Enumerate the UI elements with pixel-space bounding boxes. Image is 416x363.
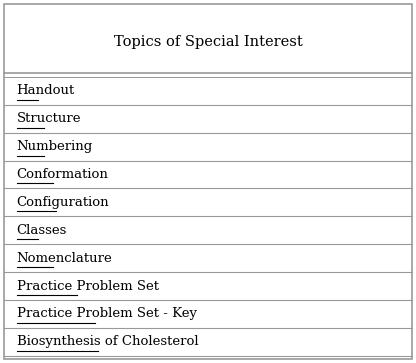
Text: Practice Problem Set: Practice Problem Set [17, 280, 158, 293]
Text: Structure: Structure [17, 112, 81, 125]
Text: Numbering: Numbering [17, 140, 93, 153]
Text: Configuration: Configuration [17, 196, 109, 209]
Text: Biosynthesis of Cholesterol: Biosynthesis of Cholesterol [17, 335, 198, 348]
Text: Classes: Classes [17, 224, 67, 237]
Text: Practice Problem Set - Key: Practice Problem Set - Key [17, 307, 197, 321]
Text: Handout: Handout [17, 84, 75, 97]
Text: Topics of Special Interest: Topics of Special Interest [114, 35, 302, 49]
Text: Conformation: Conformation [17, 168, 109, 181]
Text: Nomenclature: Nomenclature [17, 252, 112, 265]
